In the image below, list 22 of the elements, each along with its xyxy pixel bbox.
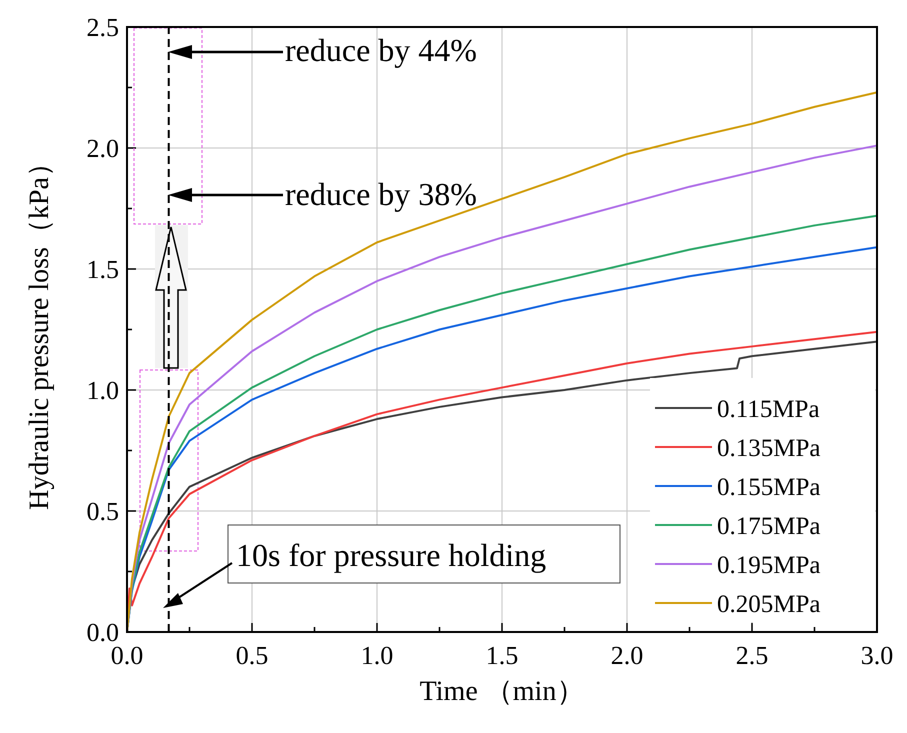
x-axis-title: Time （min）	[420, 676, 584, 707]
ref-line-label: 10s for pressure holding	[236, 537, 546, 573]
legend-label: 0.195MPa	[717, 552, 820, 579]
x-tick-label: 0.5	[236, 641, 268, 670]
annotation: reduce by 38%	[285, 176, 477, 212]
x-tick-label: 3.0	[860, 641, 894, 670]
legend-label: 0.135MPa	[717, 435, 820, 462]
y-tick-label: 0.5	[86, 497, 119, 526]
legend-label: 0.115MPa	[717, 396, 820, 423]
x-tick-label: 2.5	[736, 641, 768, 670]
legend-label: 0.155MPa	[717, 474, 820, 501]
x-tick-label: 1.5	[486, 641, 518, 670]
legend-label: 0.175MPa	[717, 513, 820, 540]
x-tick-label: 1.0	[360, 641, 394, 670]
y-axis-title: Hydraulic pressure loss（kPa）	[24, 149, 55, 510]
annotation: reduce by 44%	[285, 32, 477, 68]
legend-label: 0.205MPa	[717, 591, 820, 618]
x-tick-label: 2.0	[610, 641, 644, 670]
y-tick-label: 1.0	[86, 376, 119, 405]
y-tick-label: 1.5	[86, 255, 119, 284]
y-tick-label: 2.5	[86, 13, 119, 42]
y-tick-label: 2.0	[86, 134, 119, 163]
